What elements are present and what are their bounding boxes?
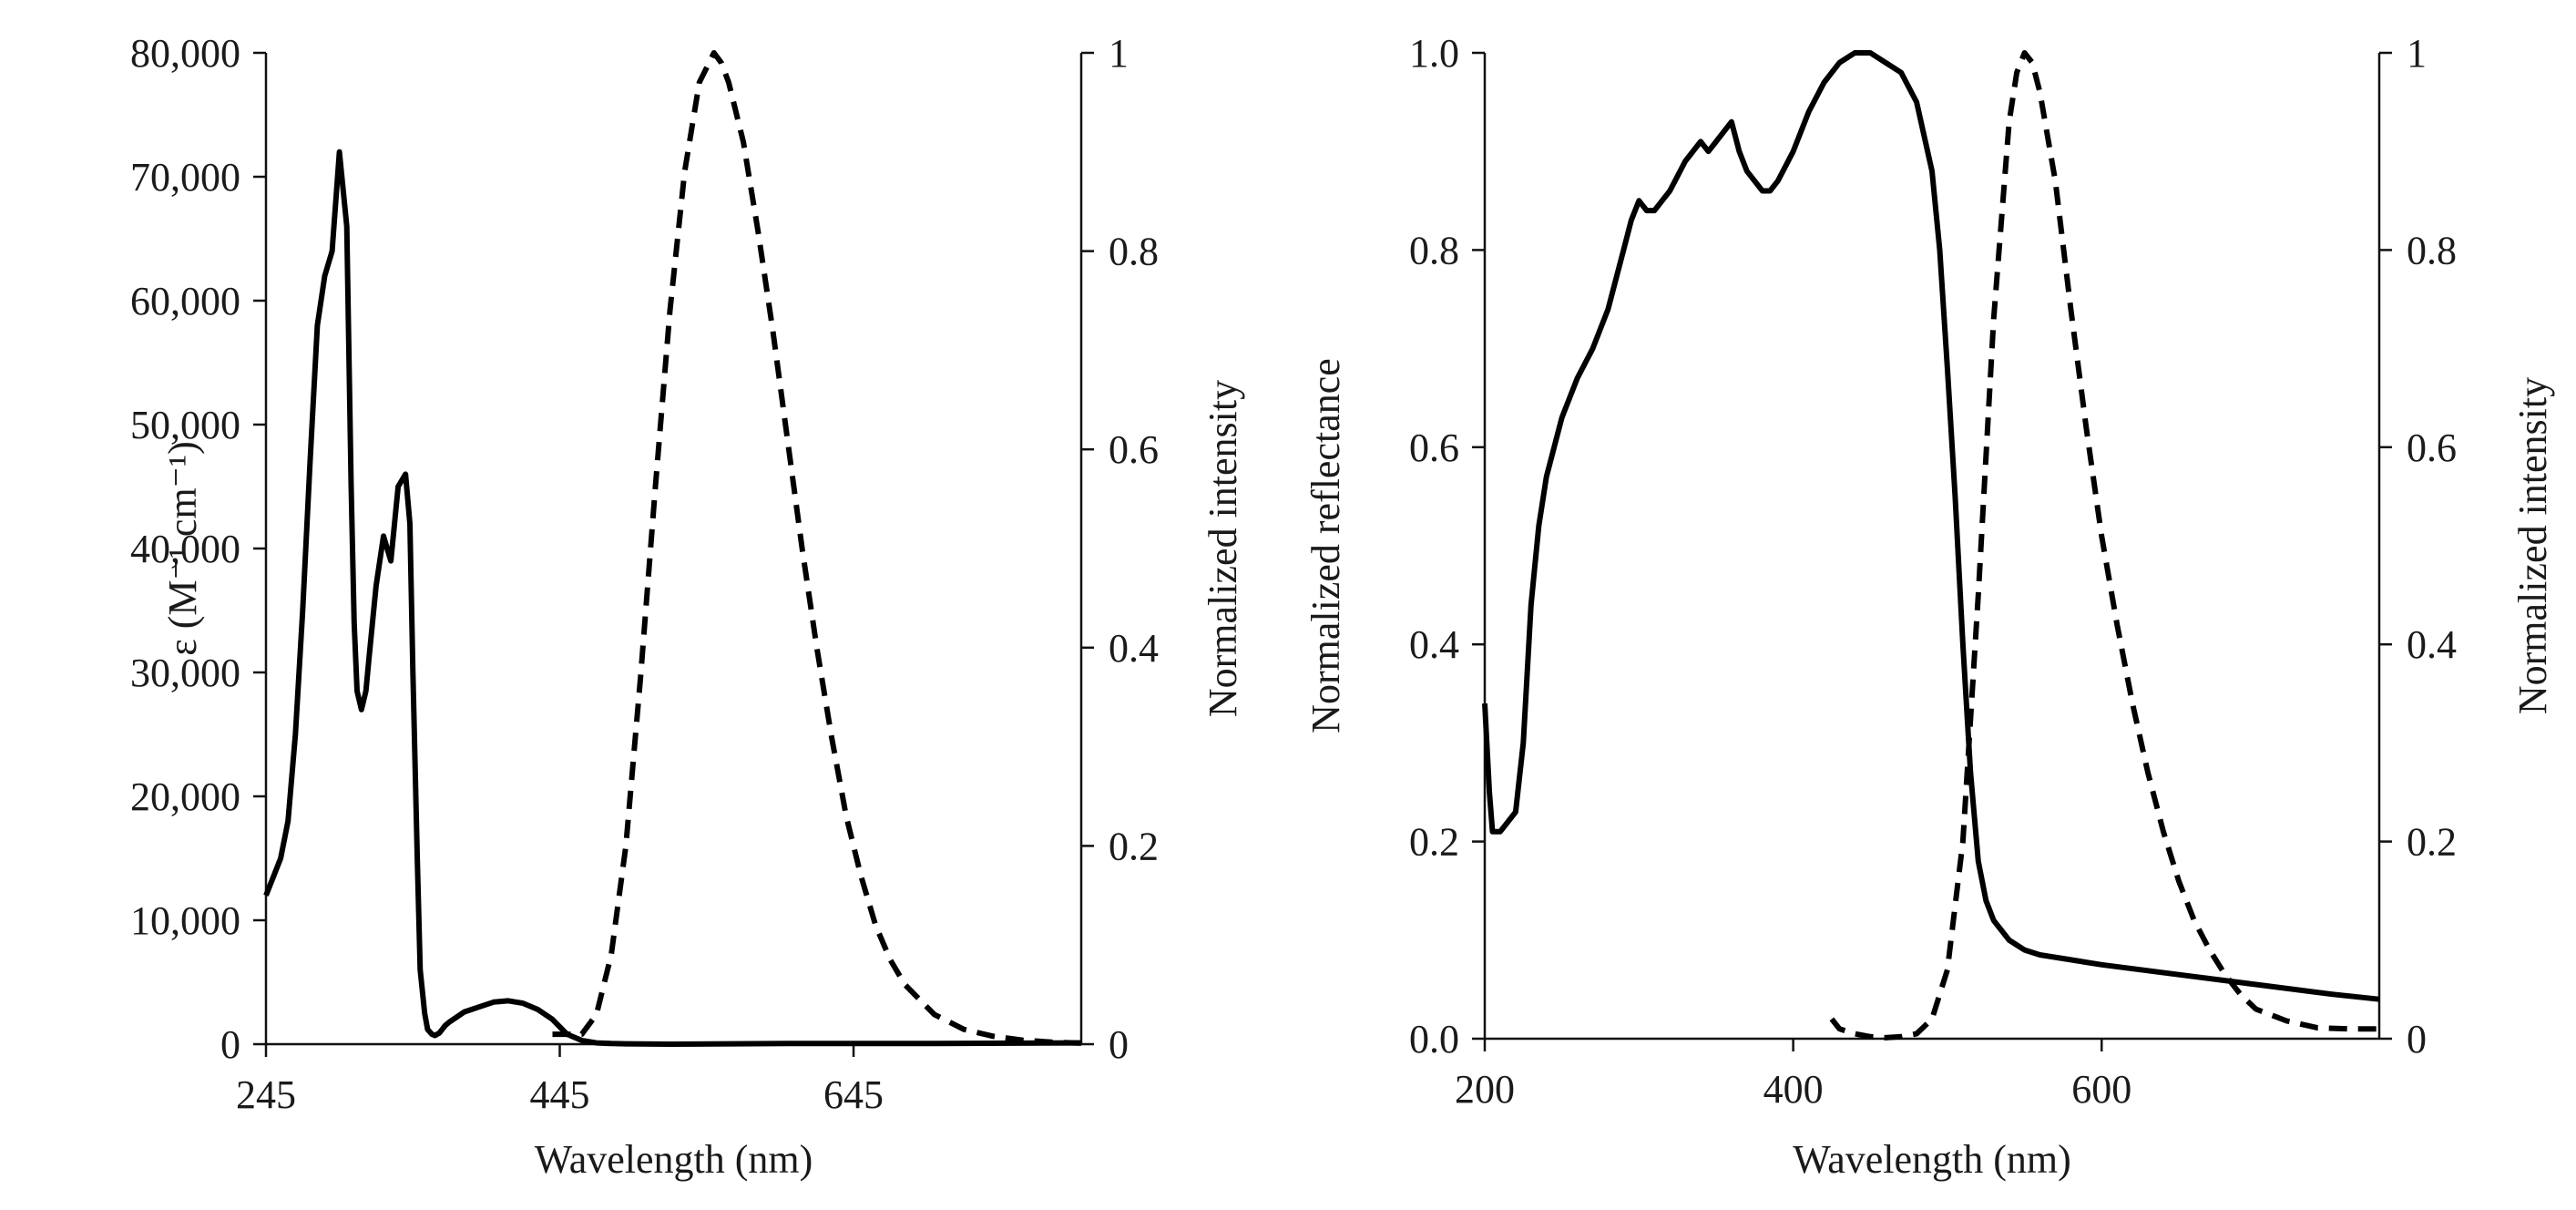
y-left-tick-label: 20,000 (130, 774, 240, 819)
y-right-tick-label: 1 (2407, 31, 2427, 76)
absorption-series-line (263, 149, 1082, 1047)
y-right-tick-label: 0.2 (2407, 820, 2457, 865)
x-tick-label: 645 (823, 1072, 884, 1117)
y-left-tick-label: 70,000 (130, 155, 240, 200)
y-right-tick-label: 0.2 (1109, 824, 1159, 868)
x-tick-label: 245 (236, 1072, 296, 1117)
y-right-tick-label: 0 (1109, 1022, 1129, 1067)
y-left-tick-label: 80,000 (130, 31, 240, 76)
y-right-tick-label: 1 (1109, 31, 1129, 76)
y-left-tick-label: 50,000 (130, 403, 240, 447)
emission-series-line (1829, 50, 2379, 1041)
right-chart: 200 400 600 0.0 0.2 0.4 0.6 0.8 1.0 0 0.2 0.4 0.6 0.8… (1303, 31, 2555, 1182)
y-left-tick-label: 10,000 (130, 898, 240, 943)
x-tick-label: 600 (2071, 1067, 2131, 1112)
y-right-tick-label: 0 (2407, 1017, 2427, 1061)
y-left-tick-label: 60,000 (130, 279, 240, 323)
y-right-axis-title: Normalized intensity (2510, 377, 2555, 714)
x-axis-title: Wavelength (nm) (535, 1137, 813, 1182)
x-tick-label: 200 (1455, 1067, 1515, 1112)
y-right-tick-label: 0.4 (1109, 626, 1159, 671)
x-tick-label: 445 (530, 1072, 590, 1117)
y-left-tick-label: 0.2 (1409, 820, 1459, 865)
y-left-tick-label: 0.6 (1409, 426, 1459, 470)
y-left-axis-title: Normalized reflectance (1303, 358, 1348, 733)
y-right-axis-title: Normalized intensity (1201, 380, 1245, 717)
y-left-tick-label: 0.8 (1409, 228, 1459, 272)
x-tick-label: 400 (1763, 1067, 1824, 1112)
y-left-tick-label: 30,000 (130, 651, 240, 695)
y-left-tick-label: 1.0 (1409, 31, 1459, 76)
y-left-axis-title: ε (M⁻¹ cm⁻¹) (160, 441, 205, 656)
y-right-tick-label: 0.8 (1109, 230, 1159, 274)
y-left-tick-label: 0.0 (1409, 1017, 1459, 1061)
left-chart: 245 445 645 0 10,000 20,000 30,000 40,000 50,000… (130, 31, 1245, 1182)
y-left-tick-label: 40,000 (130, 527, 240, 571)
y-right-tick-label: 0.4 (2407, 622, 2457, 667)
reflectance-series-line (1482, 50, 2380, 1002)
emission-series-line (552, 50, 1082, 1046)
y-left-tick-label: 0 (220, 1022, 240, 1067)
y-right-tick-label: 0.6 (1109, 427, 1159, 472)
x-axis-title: Wavelength (nm) (1793, 1137, 2071, 1182)
y-right-tick-label: 0.6 (2407, 426, 2457, 470)
y-left-tick-label: 0.4 (1409, 622, 1459, 667)
y-right-tick-label: 0.8 (2407, 228, 2457, 272)
